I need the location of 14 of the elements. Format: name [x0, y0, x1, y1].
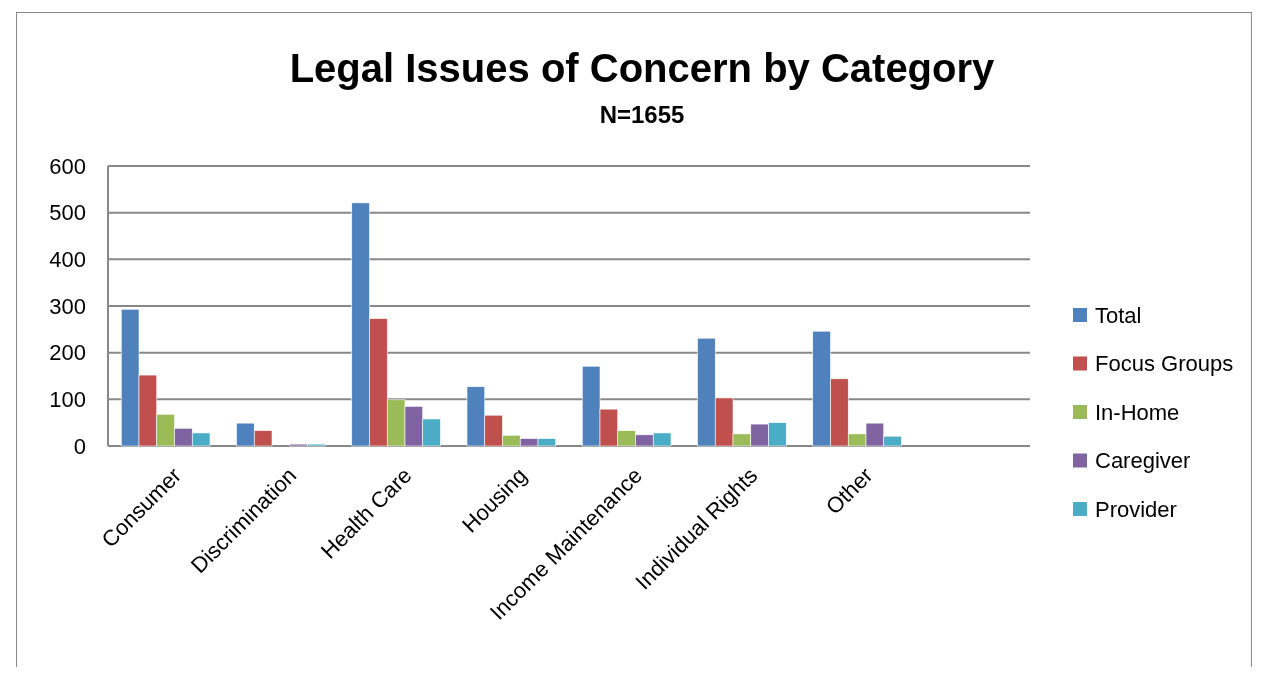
legend-label: Focus Groups	[1095, 351, 1234, 377]
y-tick-label: 200	[49, 340, 86, 366]
legend-label: Provider	[1095, 496, 1177, 522]
legend-label: In-Home	[1095, 399, 1180, 425]
chart-title: Legal Issues of Concern by Category	[289, 46, 996, 90]
y-tick-label: 0	[73, 433, 86, 459]
chart-subtitle: N=1655	[599, 101, 685, 128]
legend-label: Total	[1095, 302, 1142, 328]
y-tick-label: 400	[49, 247, 86, 273]
y-tick-label: 600	[49, 153, 86, 179]
y-tick-label: 300	[49, 293, 86, 319]
y-tick-label: 500	[49, 200, 86, 226]
y-tick-label: 100	[49, 387, 86, 413]
legend-label: Caregiver	[1095, 448, 1191, 474]
